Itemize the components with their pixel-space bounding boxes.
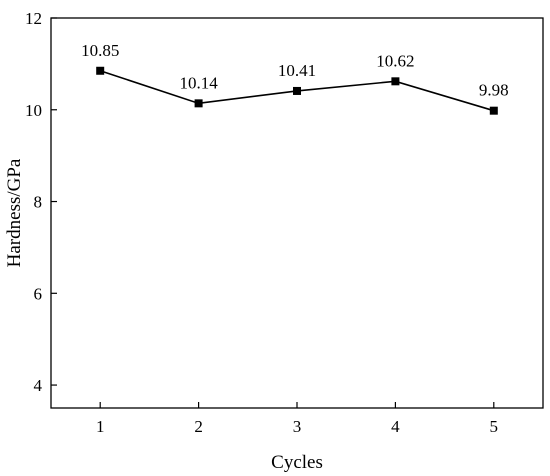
y-tick-label: 10 (25, 101, 42, 120)
y-tick-label: 4 (34, 376, 43, 395)
data-point-marker (96, 66, 105, 75)
x-axis-ticks: 1 2 3 4 5 (96, 402, 498, 436)
data-point-marker (293, 86, 301, 95)
data-point-label: 10.14 (179, 73, 218, 92)
y-tick-label: 12 (25, 9, 42, 28)
series-layer (96, 66, 498, 115)
x-tick-label: 4 (391, 417, 400, 436)
x-axis-title: Cycles (271, 452, 323, 473)
y-axis-ticks: 4 6 8 10 12 (25, 9, 57, 395)
data-point-label: 10.85 (81, 41, 119, 60)
data-point-marker (489, 106, 498, 115)
y-tick-label: 8 (34, 193, 43, 212)
data-point-label: 10.62 (376, 51, 414, 70)
x-tick-label: 3 (293, 417, 302, 436)
data-labels: 10.85 10.14 10.41 10.62 9.98 (81, 41, 509, 100)
data-point-marker (194, 99, 203, 108)
data-point-label: 9.98 (479, 81, 509, 100)
data-point-label: 10.41 (278, 61, 316, 80)
y-tick-label: 6 (34, 284, 43, 303)
x-tick-label: 2 (194, 417, 203, 436)
x-tick-label: 5 (490, 417, 499, 436)
y-axis-title: Hardness/GPa (4, 158, 25, 267)
data-point-marker (391, 77, 400, 86)
x-tick-label: 1 (96, 417, 105, 436)
